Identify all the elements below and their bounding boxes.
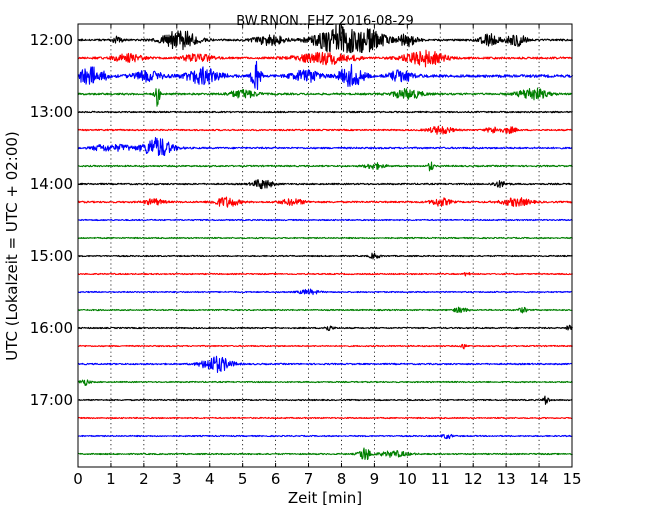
x-tick-label: 9	[370, 470, 380, 488]
trace-1615	[77, 343, 573, 350]
trace-1300	[77, 110, 573, 114]
trace-1715	[77, 416, 573, 420]
trace-1430	[77, 218, 573, 222]
x-tick-label: 5	[238, 470, 248, 488]
x-tick-label: 15	[562, 470, 581, 488]
traces-group	[77, 24, 574, 461]
trace-1230	[77, 60, 574, 91]
x-tick-label: 12	[464, 470, 483, 488]
plot-frame	[77, 23, 573, 468]
trace-1200	[77, 24, 574, 54]
trace-1630	[77, 355, 573, 374]
trace-1730	[77, 433, 573, 440]
trace-1645	[77, 379, 573, 386]
x-tick-label: 8	[337, 470, 347, 488]
y-axis-label: UTC (Lokalzeit = UTC + 02:00)	[3, 131, 21, 361]
x-tick-label: 0	[73, 470, 83, 488]
y-tick-label: 16:00	[30, 319, 73, 337]
x-tick-label: 14	[530, 470, 549, 488]
y-tick-label: 12:00	[30, 31, 73, 49]
y-tick-label: 15:00	[30, 247, 73, 265]
trace-1400	[77, 179, 573, 190]
trace-1530	[77, 288, 573, 296]
x-tick-label: 7	[304, 470, 314, 488]
x-tick-label: 2	[139, 470, 149, 488]
trace-1345	[77, 161, 573, 172]
x-tick-label: 4	[205, 470, 215, 488]
trace-1315	[77, 125, 573, 135]
y-tick-label: 17:00	[30, 391, 73, 409]
trace-1700	[77, 395, 573, 405]
trace-1545	[77, 306, 573, 314]
x-tick-label: 3	[172, 470, 182, 488]
x-tick-label: 11	[431, 470, 450, 488]
trace-1445	[77, 236, 573, 240]
y-axis-ticks: 12:00 13:00 14:00 15:00 16:00 17:00	[30, 31, 572, 409]
x-tick-label: 1	[106, 470, 116, 488]
chart-title: BW.RNON..EHZ 2016-08-29	[236, 14, 414, 29]
y-tick-label: 13:00	[30, 103, 73, 121]
trace-1330	[77, 137, 573, 157]
trace-1500	[77, 252, 573, 260]
x-tick-label: 6	[271, 470, 281, 488]
trace-1245	[77, 87, 573, 107]
trace-1515	[77, 271, 573, 277]
x-tick-label: 10	[398, 470, 417, 488]
x-tick-label: 13	[497, 470, 516, 488]
trace-1215	[77, 49, 573, 68]
x-axis-label: Zeit [min]	[288, 489, 362, 507]
y-tick-label: 14:00	[30, 175, 73, 193]
trace-1745	[77, 447, 573, 461]
x-axis-ticks: 0 1 2 3 4 5 6 7 8 9 10 11 12 13 14 15	[73, 24, 582, 488]
trace-1415	[77, 196, 573, 208]
trace-1600	[77, 324, 573, 332]
